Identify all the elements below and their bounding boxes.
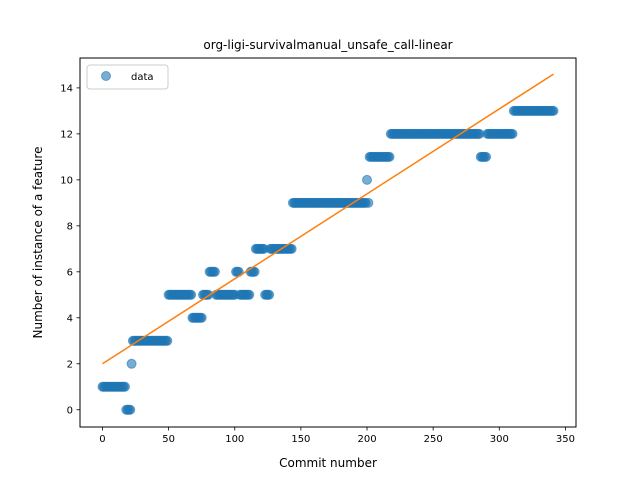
x-tick-label: 350: [556, 434, 575, 445]
x-tick-label: 0: [99, 434, 105, 445]
y-tick-label: 2: [67, 359, 73, 370]
y-tick-label: 10: [60, 175, 73, 186]
x-tick-label: 300: [490, 434, 509, 445]
x-axis-label: Commit number: [279, 456, 377, 470]
y-tick-label: 14: [60, 83, 73, 94]
plot-area: [97, 73, 559, 415]
axes-frame: [79, 57, 577, 428]
y-axis-ticks: 0 2 4 6 8 10 12 14: [60, 83, 80, 416]
data-point: [481, 151, 492, 162]
data-point: [126, 358, 137, 369]
x-tick-label: 250: [424, 434, 443, 445]
x-tick-label: 150: [291, 434, 310, 445]
axes: [79, 57, 577, 428]
legend: data: [86, 64, 169, 90]
x-axis-ticks: 0 50 100 150 200 250 300 350: [99, 427, 575, 445]
data-point: [286, 243, 297, 254]
legend-box: [86, 64, 169, 90]
legend-marker-data: [101, 71, 111, 81]
x-tick-label: 100: [225, 434, 244, 445]
data-point: [244, 289, 255, 300]
fit-line: [102, 73, 554, 365]
y-tick-label: 8: [67, 221, 73, 232]
legend-label-data: data: [131, 72, 154, 83]
data-point: [209, 266, 220, 277]
data-point: [249, 266, 260, 277]
data-point: [162, 335, 173, 346]
data-point: [362, 174, 373, 185]
data-point: [507, 128, 518, 139]
y-axis-label: Number of instance of a feature: [31, 147, 45, 339]
data-point: [186, 289, 197, 300]
data-point: [119, 381, 130, 392]
y-tick-label: 0: [67, 405, 73, 416]
chart-title: org-ligi-survivalmanual_unsafe_call-line…: [203, 38, 452, 52]
y-tick-label: 12: [60, 129, 73, 140]
data-point: [363, 197, 374, 208]
data-point: [264, 289, 275, 300]
data-point: [384, 151, 395, 162]
data-point: [125, 404, 136, 415]
x-tick-label: 200: [357, 434, 376, 445]
data-point: [548, 105, 559, 116]
y-tick-label: 6: [67, 267, 73, 278]
y-tick-label: 4: [67, 313, 73, 324]
x-tick-label: 50: [162, 434, 175, 445]
data-point: [196, 312, 207, 323]
